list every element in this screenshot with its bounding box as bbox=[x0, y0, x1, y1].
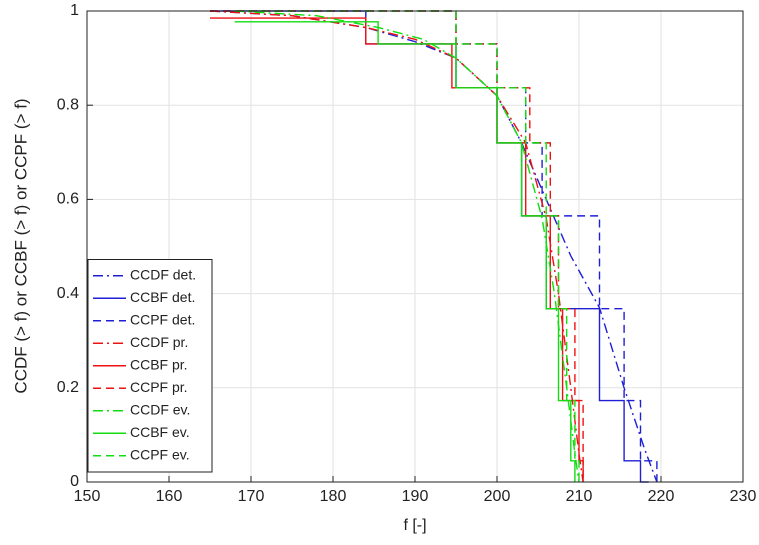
x-tick-label: 200 bbox=[484, 488, 511, 505]
x-tick-label: 230 bbox=[730, 488, 757, 505]
legend-label: CCDF det. bbox=[130, 266, 196, 282]
legend-label: CCDF ev. bbox=[130, 401, 190, 417]
x-tick-label: 150 bbox=[74, 488, 101, 505]
legend-label: CCPF ev. bbox=[130, 446, 190, 462]
y-axis-label: CCDF (> f) or CCBF (> f) or CCPF (> f) bbox=[11, 98, 30, 393]
x-tick-label: 210 bbox=[566, 488, 593, 505]
legend-label: CCPF pr. bbox=[130, 379, 188, 395]
series-line bbox=[234, 21, 576, 482]
y-tick-label: 0 bbox=[70, 473, 79, 490]
x-tick-label: 190 bbox=[402, 488, 429, 505]
y-tick-label: 0.6 bbox=[57, 191, 79, 208]
series-line bbox=[209, 10, 584, 483]
plot-frame bbox=[86, 10, 744, 483]
legend-label: CCBF det. bbox=[130, 289, 195, 305]
y-tick-label: 0.4 bbox=[57, 285, 79, 302]
legend-label: CCBF ev. bbox=[130, 424, 190, 440]
x-tick-label: 220 bbox=[648, 488, 675, 505]
legend-label: CCBF pr. bbox=[130, 356, 188, 372]
y-tick-label: 1 bbox=[70, 2, 79, 19]
x-axis-label: f [-] bbox=[403, 517, 426, 534]
legend-label: CCPF det. bbox=[130, 311, 195, 327]
y-tick-label: 0.8 bbox=[57, 96, 79, 113]
series-line bbox=[210, 10, 584, 482]
y-tick-label: 0.2 bbox=[57, 379, 79, 396]
x-tick-label: 180 bbox=[320, 488, 347, 505]
legend-label: CCDF pr. bbox=[130, 334, 188, 350]
x-tick-label: 160 bbox=[156, 488, 183, 505]
series-line bbox=[234, 10, 580, 483]
legend: CCDF det. CCBF det. CCPF det. CCDF pr. CCBF … bbox=[87, 259, 213, 473]
x-tick-label: 170 bbox=[238, 488, 265, 505]
